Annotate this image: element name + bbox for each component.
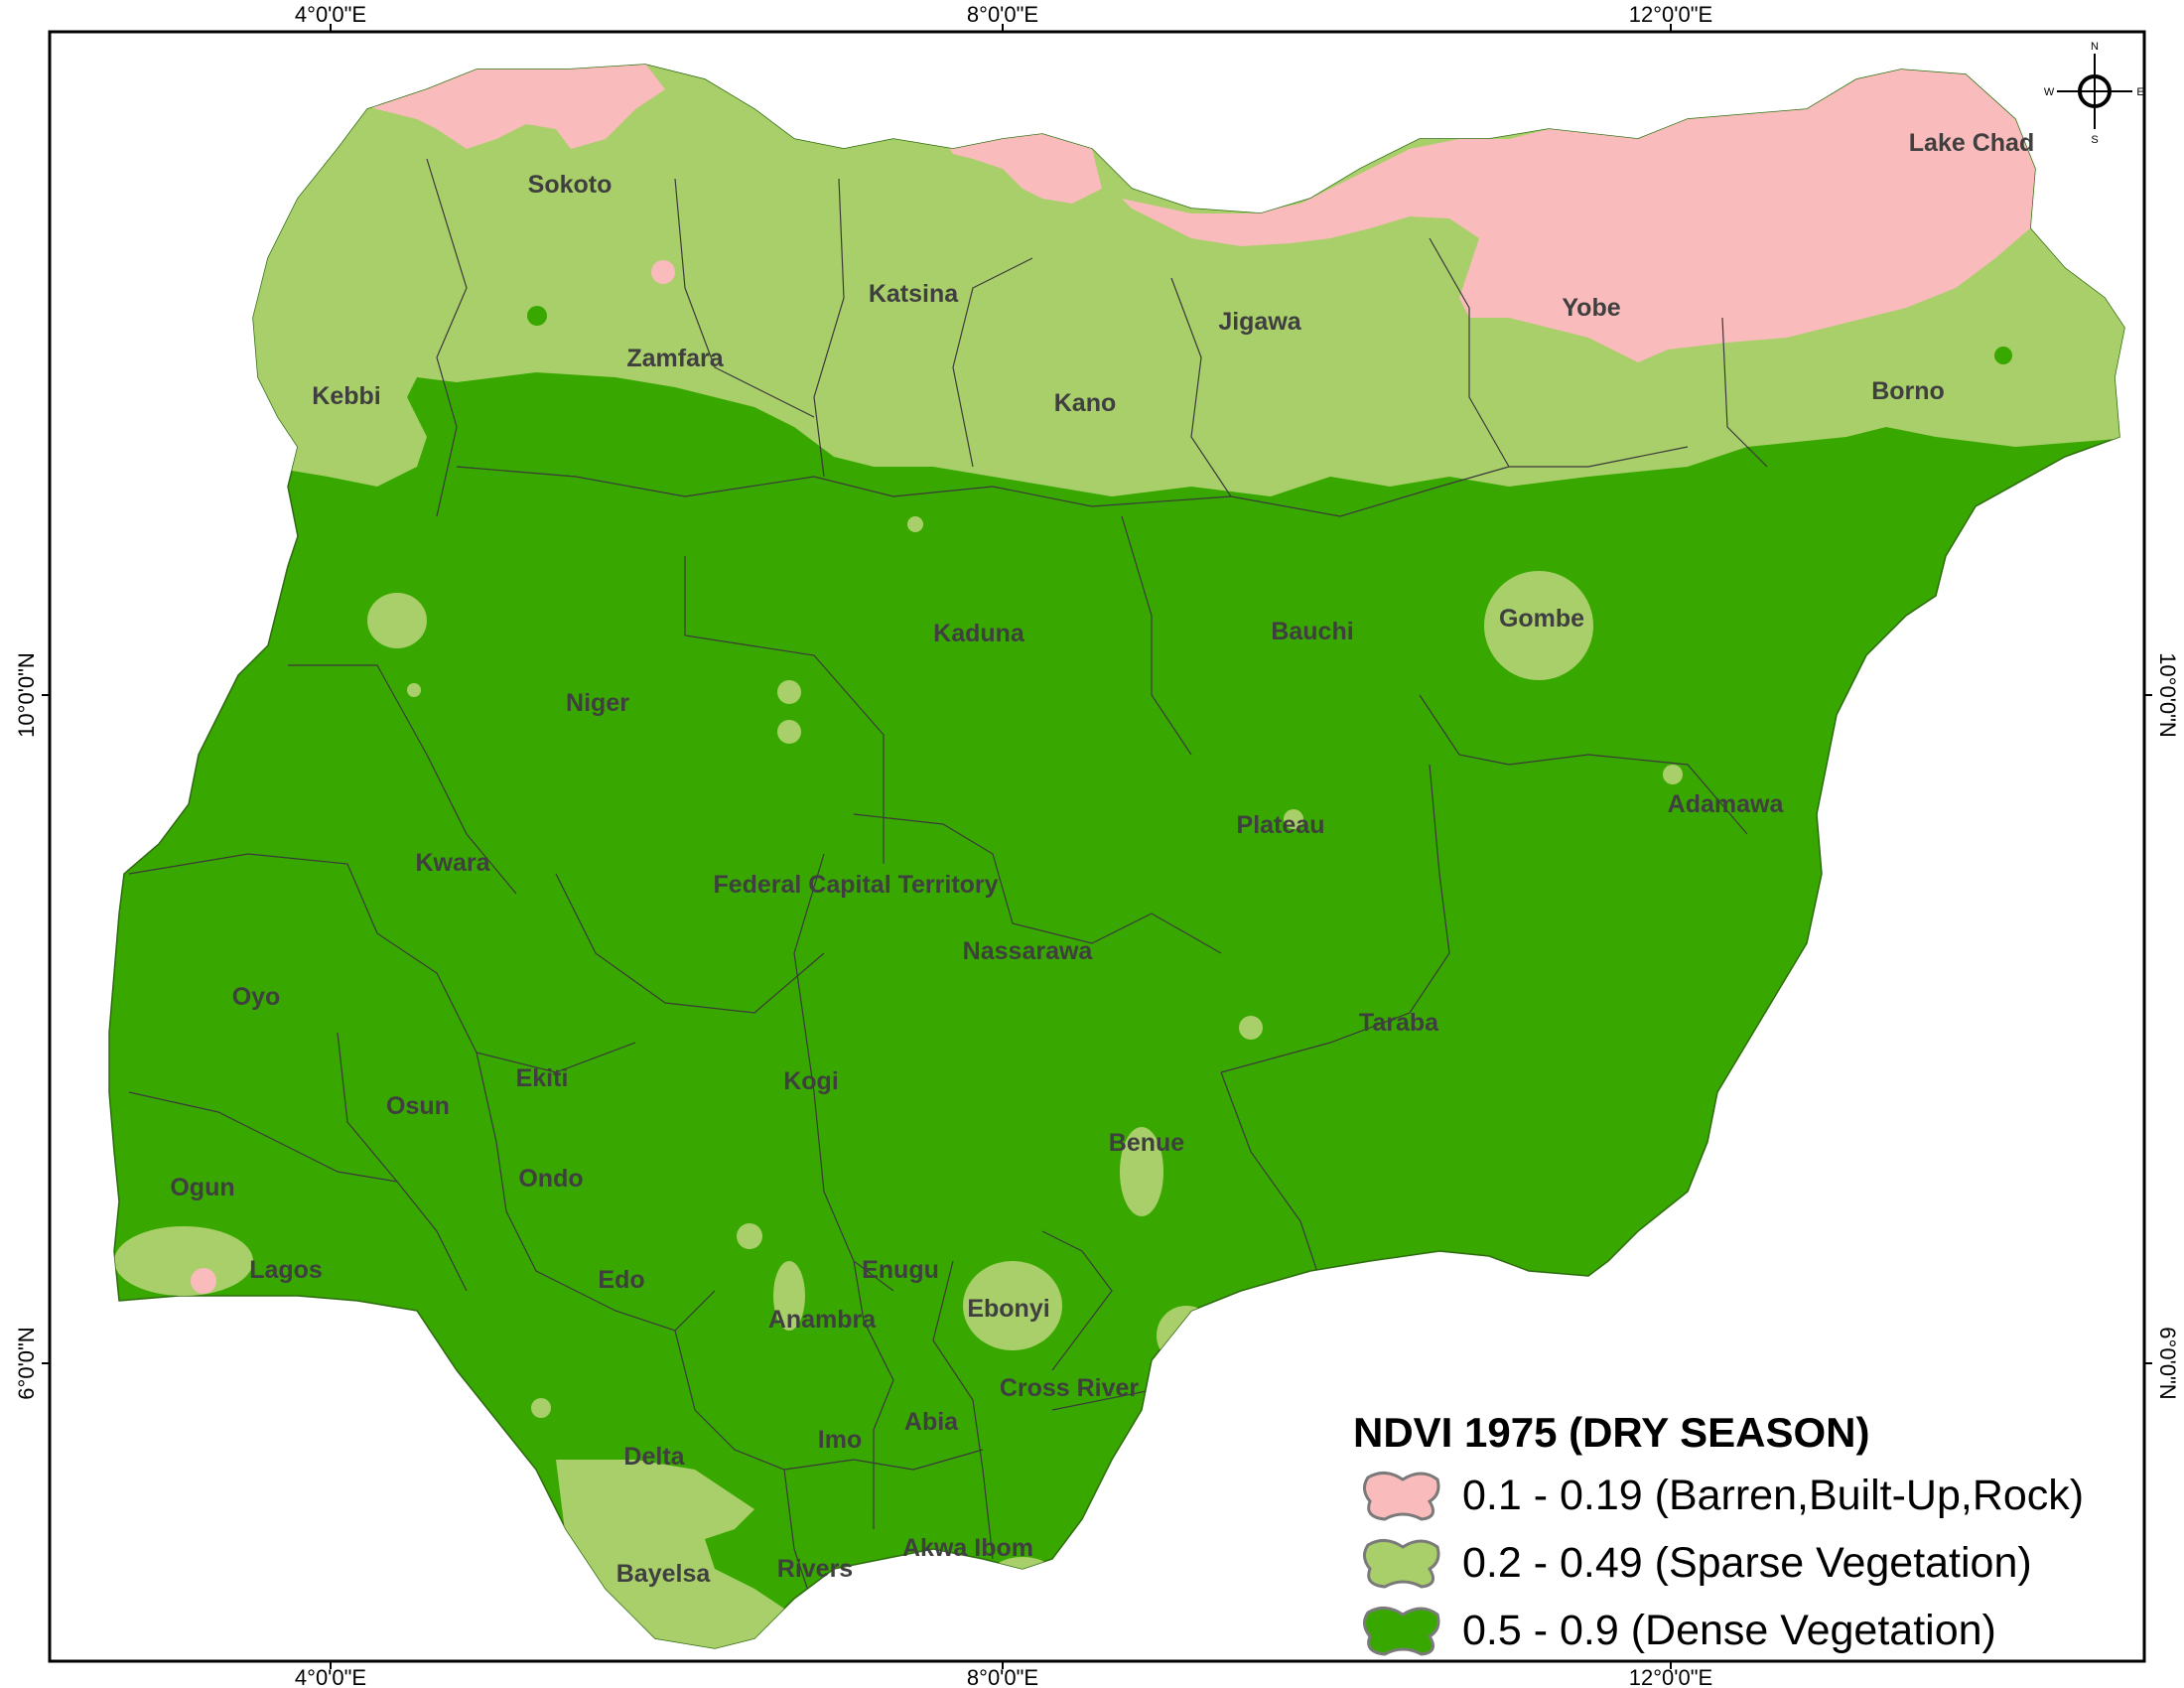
label-imo: Imo bbox=[818, 1426, 862, 1454]
patch-barren-zamfara bbox=[651, 260, 675, 284]
label-katsina: Katsina bbox=[869, 280, 959, 308]
patch-sparse-anambra bbox=[773, 1261, 805, 1331]
compass-n: N bbox=[2091, 41, 2099, 53]
patch-dense-borno bbox=[1994, 347, 2012, 364]
lat-label-left-10n: 10°0'0"N bbox=[14, 652, 39, 738]
lat-label-right-6n: 6°0'0"N bbox=[2155, 1327, 2180, 1399]
label-ondo: Ondo bbox=[518, 1165, 583, 1193]
patch-sparse-small-8 bbox=[407, 683, 421, 697]
patch-sparse-small-4 bbox=[737, 1223, 762, 1249]
compass-s: S bbox=[2091, 134, 2098, 146]
lon-label-bottom-12e: 12°0'0"E bbox=[1629, 1665, 1712, 1688]
label-sokoto: Sokoto bbox=[528, 171, 613, 199]
label-kaduna: Kaduna bbox=[933, 620, 1025, 647]
label-benue: Benue bbox=[1109, 1129, 1185, 1157]
patch-sparse-crossriver bbox=[1157, 1306, 1216, 1365]
legend-label-sparse: 0.2 - 0.49 (Sparse Vegetation) bbox=[1462, 1539, 2032, 1587]
label-fct: Federal Capital Territory bbox=[713, 871, 998, 899]
lon-label-top-4e: 4°0'0"E bbox=[295, 2, 366, 27]
label-ebonyi: Ebonyi bbox=[967, 1295, 1049, 1323]
legend-swatch-barren bbox=[1363, 1472, 1440, 1521]
state-labels: Sokoto Katsina Zamfara Jigawa Yobe Lake … bbox=[170, 129, 2034, 1588]
legend: NDVI 1975 (DRY SEASON) 0.1 - 0.19 (Barre… bbox=[1353, 1409, 2084, 1656]
legend-label-dense: 0.5 - 0.9 (Dense Vegetation) bbox=[1462, 1607, 1996, 1654]
region-barren-yobe-chad bbox=[1122, 70, 2035, 362]
label-kebbi: Kebbi bbox=[312, 382, 380, 410]
label-akwa-ibom: Akwa Ibom bbox=[902, 1534, 1033, 1562]
label-abia: Abia bbox=[904, 1408, 959, 1436]
patch-sparse-ebonyi bbox=[963, 1261, 1062, 1350]
legend-swatch-dense bbox=[1363, 1607, 1440, 1656]
lat-label-left-6n: 6°0'0"N bbox=[14, 1327, 39, 1399]
patch-sparse-small-7 bbox=[907, 516, 923, 532]
label-borno: Borno bbox=[1871, 377, 1945, 405]
label-enugu: Enugu bbox=[862, 1256, 939, 1284]
patch-dense-zamfara bbox=[527, 306, 547, 326]
label-yobe: Yobe bbox=[1562, 294, 1620, 322]
label-rivers: Rivers bbox=[777, 1555, 853, 1583]
label-zamfara: Zamfara bbox=[626, 345, 724, 372]
patch-sparse-benue bbox=[1120, 1127, 1163, 1216]
label-nassarawa: Nassarawa bbox=[963, 937, 1094, 965]
label-anambra: Anambra bbox=[768, 1306, 877, 1334]
label-kogi: Kogi bbox=[783, 1067, 839, 1095]
grid-ticks bbox=[42, 24, 2152, 1669]
patch-sparse-niger bbox=[367, 593, 427, 648]
compass-icon: N S E W bbox=[2044, 41, 2144, 146]
patch-sparse-small-9 bbox=[1284, 809, 1303, 829]
map-frame bbox=[48, 30, 2146, 1663]
label-delta: Delta bbox=[623, 1443, 685, 1471]
label-ogun: Ogun bbox=[170, 1174, 234, 1201]
patch-sparse-lagos bbox=[114, 1226, 253, 1296]
label-plateau: Plateau bbox=[1237, 811, 1325, 839]
lon-label-top-12e: 12°0'0"E bbox=[1629, 2, 1712, 27]
patch-sparse-small-6 bbox=[1663, 765, 1683, 784]
label-taraba: Taraba bbox=[1359, 1009, 1439, 1037]
label-lake-chad: Lake Chad bbox=[1909, 129, 2034, 157]
lat-label-right-10n: 10°0'0"N bbox=[2155, 652, 2180, 738]
label-niger: Niger bbox=[566, 689, 629, 717]
label-cross-river: Cross River bbox=[1000, 1374, 1140, 1402]
grid-labels: 4°0'0"E 8°0'0"E 12°0'0"E 4°0'0"E 8°0'0"E… bbox=[14, 2, 2180, 1688]
patch-sparse-small-5 bbox=[531, 1398, 551, 1418]
patch-sparse-small-2 bbox=[777, 720, 801, 744]
state-boundaries bbox=[128, 158, 1768, 1610]
label-kano: Kano bbox=[1054, 389, 1117, 417]
patch-sparse-small-1 bbox=[777, 680, 801, 704]
label-kwara: Kwara bbox=[415, 849, 490, 877]
lon-label-bottom-4e: 4°0'0"E bbox=[295, 1665, 366, 1688]
label-bayelsa: Bayelsa bbox=[616, 1560, 712, 1588]
label-bauchi: Bauchi bbox=[1271, 618, 1353, 645]
compass-w: W bbox=[2044, 86, 2055, 98]
label-oyo: Oyo bbox=[232, 983, 281, 1011]
label-osun: Osun bbox=[386, 1092, 450, 1120]
patch-sparse-gombe bbox=[1484, 571, 1593, 680]
lon-label-top-8e: 8°0'0"E bbox=[967, 2, 1038, 27]
label-jigawa: Jigawa bbox=[1218, 308, 1301, 336]
lon-label-bottom-8e: 8°0'0"E bbox=[967, 1665, 1038, 1688]
region-barren-katsina bbox=[943, 134, 1102, 204]
patch-barren-lagos bbox=[191, 1268, 216, 1294]
label-adamawa: Adamawa bbox=[1668, 790, 1785, 818]
compass-e: E bbox=[2136, 86, 2143, 98]
label-lagos: Lagos bbox=[249, 1256, 323, 1284]
legend-title: NDVI 1975 (DRY SEASON) bbox=[1353, 1409, 1870, 1456]
patch-sparse-small-3 bbox=[1239, 1016, 1263, 1040]
label-edo: Edo bbox=[598, 1266, 644, 1294]
legend-label-barren: 0.1 - 0.19 (Barren,Built-Up,Rock) bbox=[1462, 1472, 2084, 1519]
label-ekiti: Ekiti bbox=[516, 1064, 569, 1092]
label-gombe: Gombe bbox=[1499, 605, 1584, 633]
legend-swatch-sparse bbox=[1363, 1539, 1440, 1589]
